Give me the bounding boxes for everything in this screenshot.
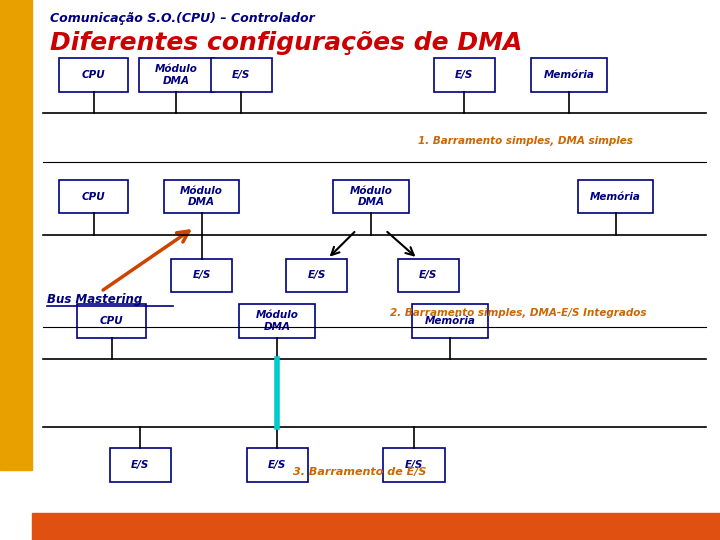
Text: 3. Barramento de E/S: 3. Barramento de E/S: [293, 468, 427, 477]
Text: Bus Mastering: Bus Mastering: [47, 293, 142, 306]
Text: Módulo
DMA: Módulo DMA: [155, 64, 198, 86]
FancyBboxPatch shape: [211, 58, 272, 92]
FancyBboxPatch shape: [397, 259, 459, 292]
Text: E/S: E/S: [405, 460, 423, 470]
Text: Memória: Memória: [425, 316, 475, 326]
FancyBboxPatch shape: [60, 180, 128, 213]
Text: CPU: CPU: [82, 70, 105, 80]
Text: Memória: Memória: [544, 70, 594, 80]
FancyBboxPatch shape: [171, 259, 232, 292]
Text: CPU: CPU: [82, 192, 105, 201]
Text: E/S: E/S: [232, 70, 251, 80]
FancyBboxPatch shape: [164, 180, 239, 213]
Text: Módulo
DMA: Módulo DMA: [349, 186, 392, 207]
FancyBboxPatch shape: [412, 304, 488, 338]
Text: E/S: E/S: [455, 70, 474, 80]
Text: E/S: E/S: [131, 460, 150, 470]
Text: E/S: E/S: [192, 271, 211, 280]
FancyBboxPatch shape: [433, 58, 495, 92]
FancyBboxPatch shape: [383, 448, 444, 482]
Text: CPU: CPU: [100, 316, 123, 326]
FancyBboxPatch shape: [287, 259, 348, 292]
Text: E/S: E/S: [419, 271, 438, 280]
FancyBboxPatch shape: [109, 448, 171, 482]
Text: Diferentes configurações de DMA: Diferentes configurações de DMA: [50, 31, 523, 55]
FancyBboxPatch shape: [531, 58, 606, 92]
Text: E/S: E/S: [268, 460, 287, 470]
Bar: [0, 0, 32, 470]
FancyBboxPatch shape: [246, 448, 308, 482]
Text: Memória: Memória: [590, 192, 641, 201]
Text: 1. Barramento simples, DMA simples: 1. Barramento simples, DMA simples: [418, 137, 633, 146]
FancyBboxPatch shape: [239, 304, 315, 338]
FancyBboxPatch shape: [333, 180, 409, 213]
Text: E/S: E/S: [307, 271, 326, 280]
Text: Módulo
DMA: Módulo DMA: [180, 186, 223, 207]
Text: Módulo
DMA: Módulo DMA: [256, 310, 299, 332]
FancyBboxPatch shape: [60, 58, 128, 92]
FancyBboxPatch shape: [577, 180, 654, 213]
FancyBboxPatch shape: [138, 58, 215, 92]
Text: Comunicação S.O.(CPU) – Controlador: Comunicação S.O.(CPU) – Controlador: [50, 12, 315, 25]
Text: 2. Barramento simples, DMA-E/S Integrados: 2. Barramento simples, DMA-E/S Integrado…: [390, 308, 647, 318]
Bar: [32, 513, 720, 540]
FancyBboxPatch shape: [78, 304, 145, 338]
